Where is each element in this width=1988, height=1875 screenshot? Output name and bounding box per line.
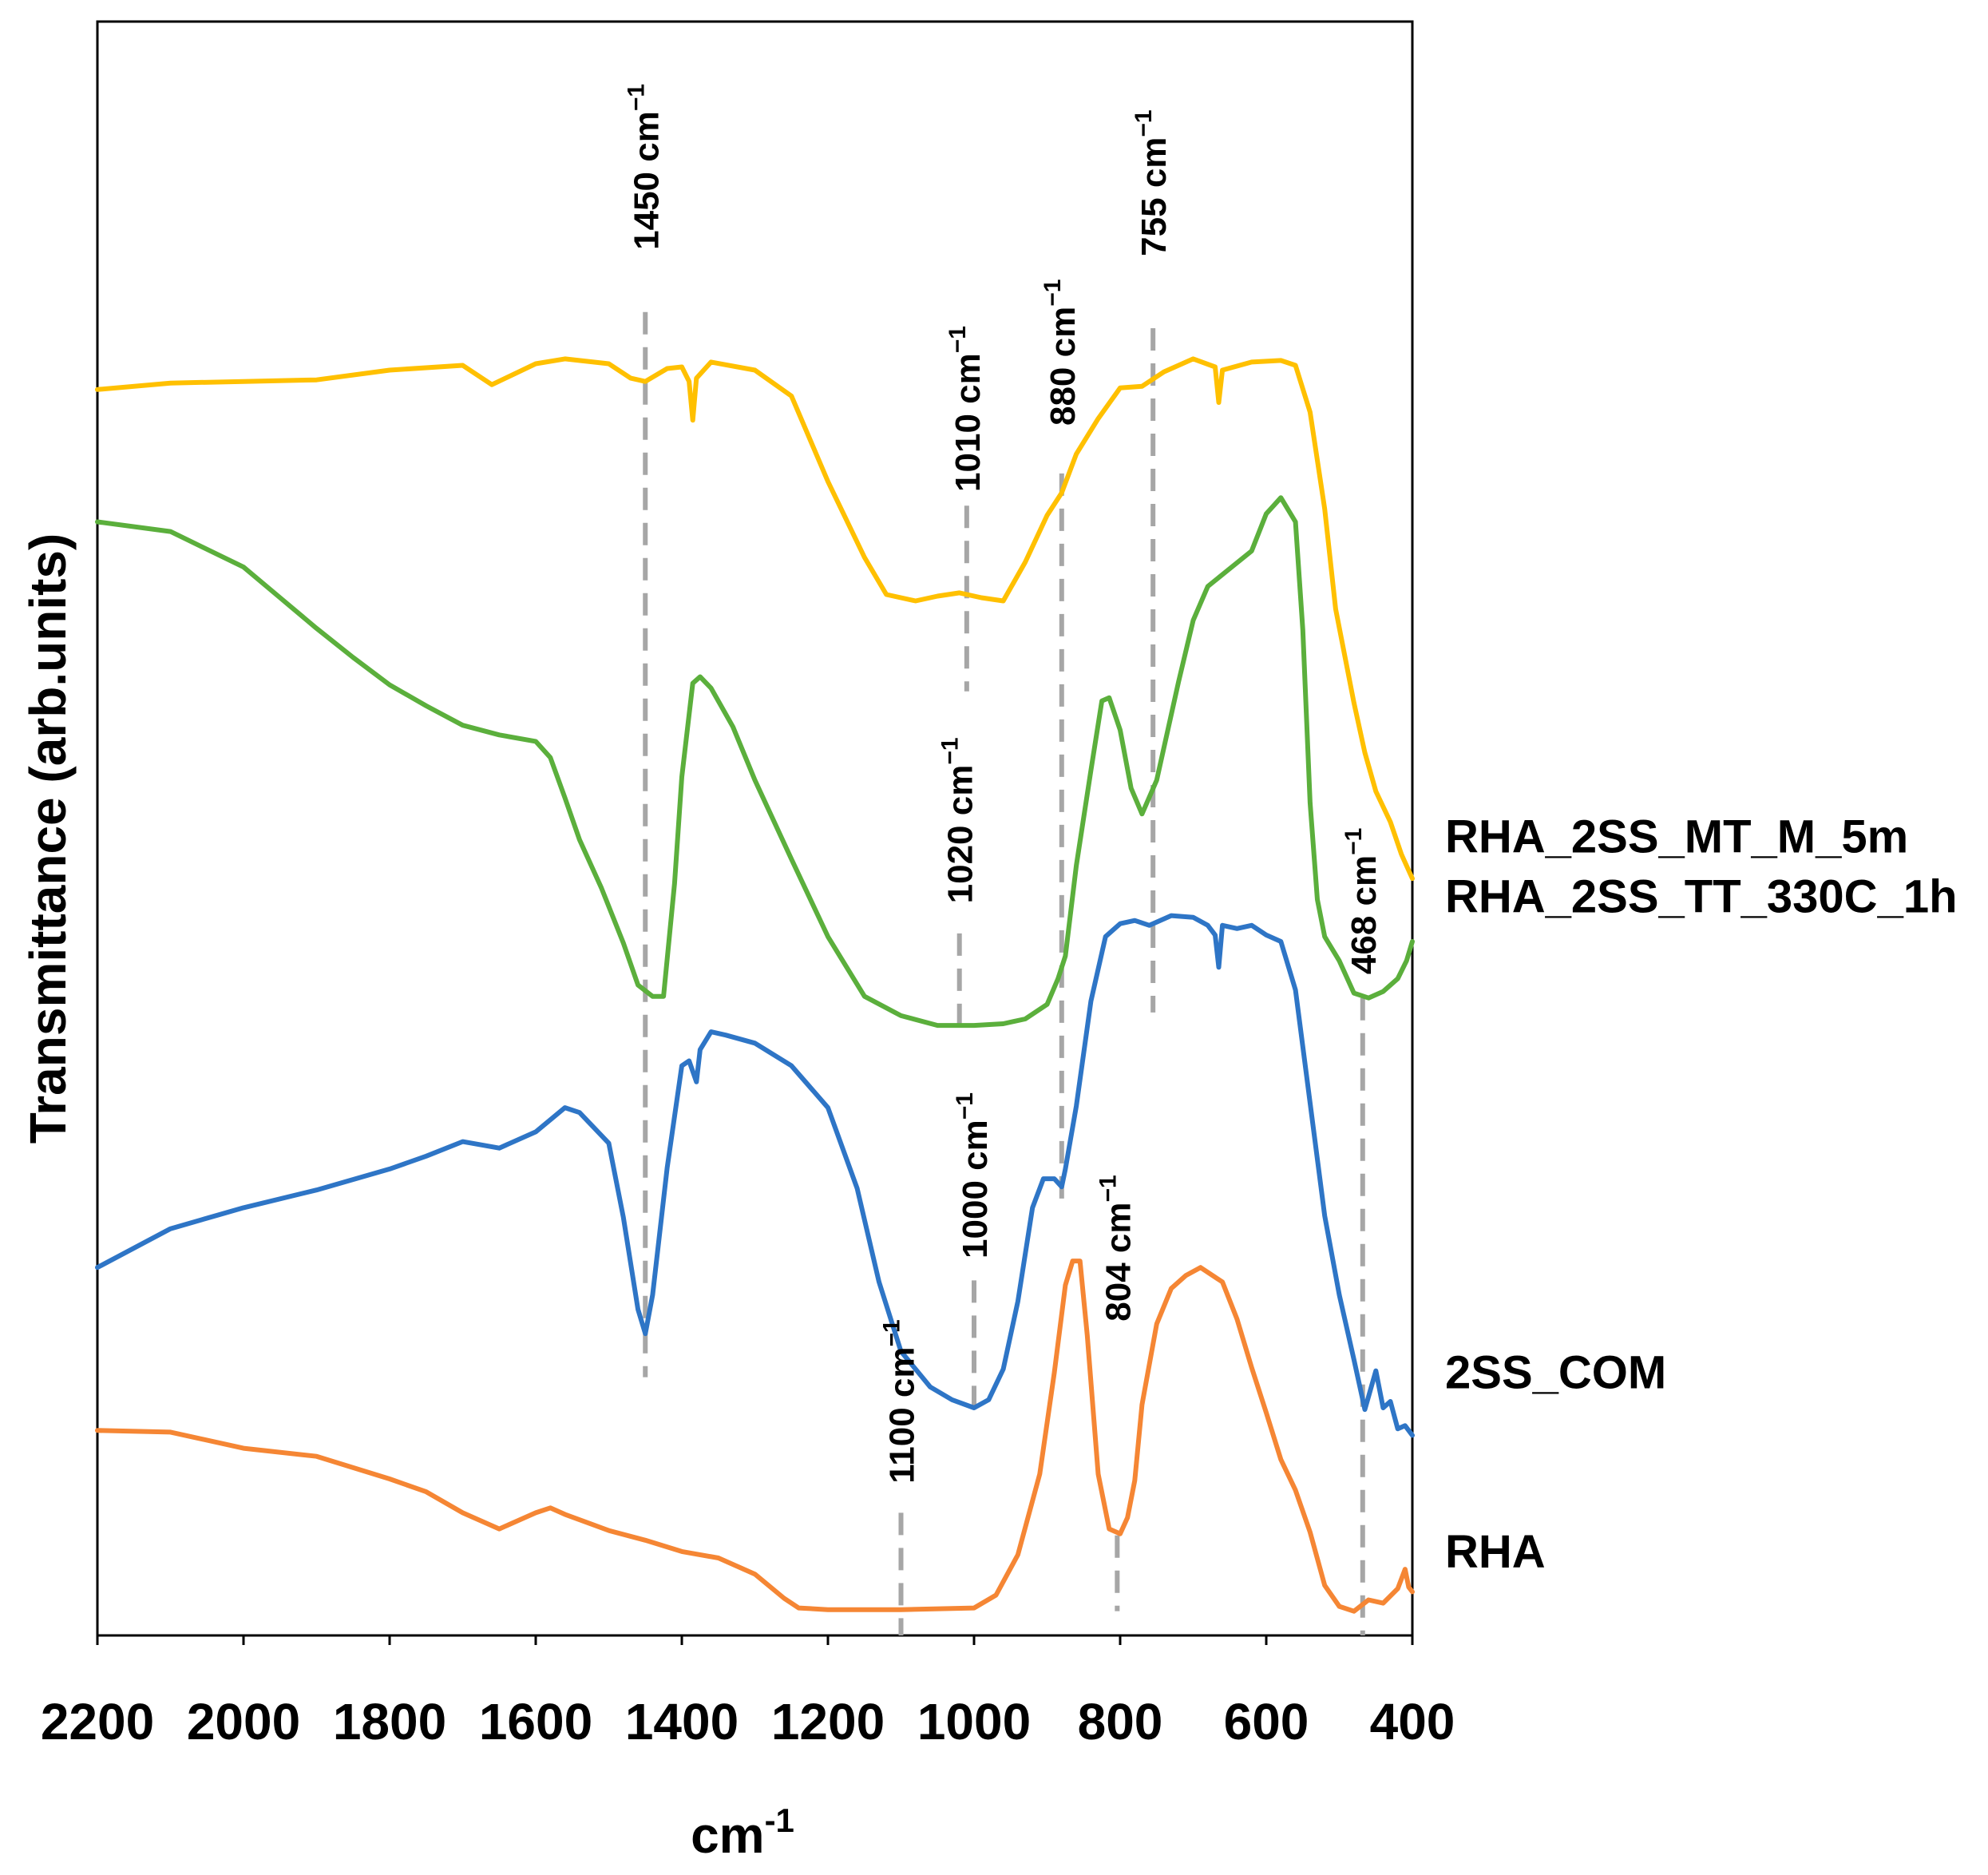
peak-label-sup: −1 [1095,1175,1121,1202]
x-tick-label-2000: 2000 [187,1693,300,1750]
x-tick-label-2200: 2200 [41,1693,154,1750]
peak-label-sup: −1 [1040,279,1066,307]
y-axis-label: Transmittance (arb.units) [19,533,77,1144]
series-line-rha-2ss-mt-m-5m [95,356,1415,882]
x-tick-label-1200: 1200 [771,1693,885,1750]
peak-label-1010: 1010 cm−1 [944,326,988,492]
x-tick-label-1800: 1800 [333,1693,446,1750]
x-axis-label: cm-1 [691,1802,794,1864]
plot-frame [96,20,1414,1637]
series-label-rha-2ss-mt-m-5m: RHA_2SS_MT_M_5m [1445,811,1908,863]
peak-label-468: 468 cm−1 [1341,828,1384,974]
peak-label-1000: 1000 cm−1 [952,1092,995,1259]
peak-label-sup: −1 [879,1319,905,1346]
peak-label-1450: 1450 cm−1 [623,84,666,250]
x-tick-label-1000: 1000 [917,1693,1031,1750]
peak-label-1100: 1100 cm−1 [879,1319,922,1484]
series-line-rha [95,1259,1415,1614]
peak-guide-lines [643,311,1365,1635]
series-label-rha-2ss-tt-330c-1h: RHA_2SS_TT_330C_1h [1445,870,1958,922]
peak-label-755: 755 cm−1 [1131,109,1174,256]
x-tick-label-1400: 1400 [625,1693,739,1750]
spectrum-series [95,356,1415,1614]
peak-label-804: 804 cm−1 [1095,1175,1138,1321]
series-label-rha: RHA [1445,1526,1546,1578]
x-tick-label-400: 400 [1370,1693,1455,1750]
series-line-2ss-com [95,913,1415,1438]
peak-label-sup: −1 [944,326,971,353]
series-label-2ss-com: 2SS_COM [1445,1347,1666,1399]
x-axis-label-sup: -1 [765,1802,794,1839]
x-tick-label-600: 600 [1224,1693,1309,1750]
peak-label-sup: −1 [1341,828,1367,855]
peak-label-sup: −1 [937,737,964,764]
x-axis-ticks: 2200 2000 1800 1600 1400 1200 1000 800 600 400 [41,1635,1455,1750]
peak-label-sup: −1 [1131,109,1157,137]
peak-label-1020: 1020 cm−1 [937,737,980,903]
peak-label-sup: −1 [623,84,649,111]
x-tick-label-1600: 1600 [479,1693,592,1750]
peak-label-880: 880 cm−1 [1040,279,1083,426]
series-labels: RHA_2SS_MT_M_5m RHA_2SS_TT_330C_1h 2SS_COM… [1445,811,1958,1578]
x-axis-label-base: cm [691,1806,765,1864]
x-tick-label-800: 800 [1078,1693,1163,1750]
peak-label-sup: −1 [952,1092,978,1120]
series-line-rha-2ss-tt-330c-1h [95,495,1415,1029]
peak-annotations: 1450 cm−1 1010 cm−1 1020 cm−1 880 cm−1 755 c… [623,84,1384,1484]
